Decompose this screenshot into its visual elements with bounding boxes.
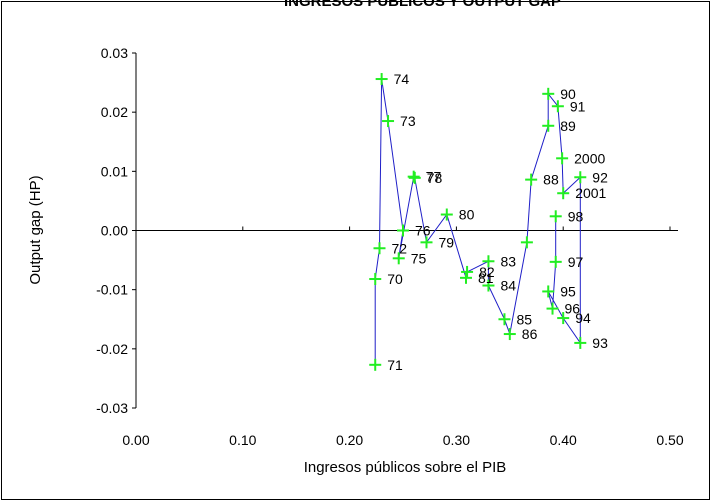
point-label: 85	[516, 311, 532, 327]
data-point-marker	[503, 328, 516, 341]
data-point-marker	[420, 236, 433, 249]
data-point-marker	[382, 115, 395, 128]
data-point-marker	[520, 236, 533, 249]
point-label: 88	[543, 172, 559, 188]
point-label: 73	[400, 113, 416, 129]
data-point-marker	[440, 208, 453, 221]
point-label: 76	[415, 223, 431, 239]
data-point-marker	[549, 210, 562, 223]
x-tick-label: 0.50	[656, 432, 683, 448]
data-point-marker	[557, 312, 570, 325]
point-label: 77	[426, 169, 442, 185]
y-tick-label: 0.01	[101, 163, 128, 179]
x-tick-label: 0.10	[229, 432, 256, 448]
data-point-marker	[549, 255, 562, 268]
x-axis-title: Ingresos públicos sobre el PIB	[304, 459, 507, 476]
point-label: 72	[392, 240, 408, 256]
point-label: 93	[592, 335, 608, 351]
x-tick-label: 0.00	[122, 432, 149, 448]
y-tick-label: -0.01	[96, 282, 128, 298]
marker-group	[369, 73, 587, 371]
point-label: 83	[500, 253, 516, 269]
point-label: 70	[387, 271, 403, 287]
y-tick-label: -0.02	[96, 341, 128, 357]
data-point-marker	[407, 170, 420, 183]
data-point-marker	[461, 265, 474, 278]
y-tick-label: -0.03	[96, 400, 128, 416]
point-label: 80	[459, 207, 475, 223]
data-point-marker	[408, 171, 421, 184]
point-label: 86	[522, 326, 538, 342]
data-point-marker	[375, 73, 388, 86]
data-point-marker	[546, 302, 559, 315]
data-point-marker	[498, 313, 511, 326]
data-point-marker	[482, 279, 495, 292]
point-label-group: 7071727374757677787980818283848586888990…	[387, 71, 608, 373]
point-label: 74	[394, 71, 410, 87]
point-label: 89	[560, 118, 576, 134]
point-label: 79	[438, 234, 454, 250]
point-label: 81	[478, 270, 494, 286]
point-label: 84	[500, 278, 516, 294]
point-label: 78	[427, 170, 443, 186]
data-point-marker	[369, 273, 382, 286]
data-point-marker	[542, 119, 555, 132]
x-tick-label: 0.40	[550, 432, 577, 448]
x-tick-label: 0.20	[336, 432, 363, 448]
point-label: 2001	[575, 185, 606, 201]
point-label: 2000	[574, 150, 605, 166]
data-point-marker	[482, 255, 495, 268]
data-point-marker	[542, 87, 555, 100]
data-point-marker	[525, 173, 538, 186]
data-point-marker	[551, 100, 564, 113]
point-label: 95	[560, 283, 576, 299]
point-label: 82	[479, 264, 495, 280]
data-point-marker	[542, 285, 555, 298]
chart-title: INGRESOS PÚBLICOS Y OUTPUT GAP	[284, 0, 561, 10]
y-axis-title: Output gap (HP)	[27, 175, 44, 284]
point-label: 90	[560, 86, 576, 102]
point-label: 92	[592, 169, 608, 185]
point-label: 96	[565, 301, 581, 317]
data-point-marker	[557, 187, 570, 200]
data-point-marker	[373, 242, 386, 255]
y-tick-label: 0.00	[101, 223, 128, 239]
y-tick-label: 0.03	[101, 45, 128, 61]
data-point-marker	[574, 336, 587, 349]
x-tick-label: 0.30	[443, 432, 470, 448]
data-point-marker	[460, 271, 473, 284]
data-point-marker	[556, 152, 569, 165]
axes-group: 0.03 0.02 0.01 0.00 -0.01 -0.02 -0.03 0.00 0.10 0…	[96, 45, 684, 448]
point-label: 75	[411, 250, 427, 266]
data-point-marker	[397, 224, 409, 237]
point-label: 98	[568, 208, 584, 224]
data-point-marker	[574, 171, 587, 184]
data-point-marker	[392, 252, 405, 265]
data-point-marker	[369, 358, 382, 371]
point-label: 94	[575, 310, 591, 326]
y-tick-label: 0.02	[101, 104, 128, 120]
point-label: 97	[568, 254, 584, 270]
point-label: 71	[387, 357, 403, 373]
point-label: 91	[570, 98, 586, 114]
